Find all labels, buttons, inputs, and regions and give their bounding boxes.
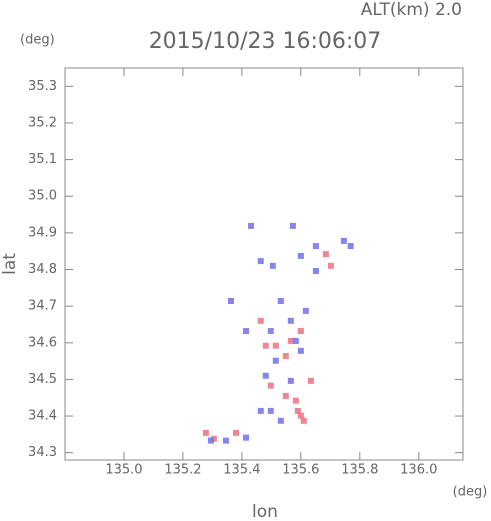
echo-cell — [277, 298, 284, 305]
echo-cell — [243, 434, 250, 441]
y-tick-label: 34.5 — [28, 372, 57, 387]
echo-cell — [282, 352, 289, 359]
echo-cell — [257, 258, 264, 265]
x-tick-label: 135.8 — [341, 463, 378, 478]
y-tick-label: 34.9 — [28, 225, 57, 240]
echo-cell — [302, 307, 309, 314]
echo-cell — [243, 328, 250, 335]
y-tick-label: 34.8 — [28, 262, 57, 277]
x-axis-label: lon — [252, 502, 278, 521]
x-unit: (deg) — [453, 485, 488, 500]
y-tick-label: 35.3 — [28, 79, 57, 94]
echo-cell — [312, 267, 319, 274]
echo-cell — [294, 407, 301, 414]
echo-cell — [272, 342, 279, 349]
y-unit: (deg) — [20, 33, 55, 48]
plot-frame — [64, 67, 464, 461]
y-tick-label: 34.4 — [28, 409, 57, 424]
echo-cell — [289, 222, 296, 229]
x-tick-label: 136.0 — [400, 463, 437, 478]
y-tick-label: 35.1 — [28, 152, 57, 167]
echo-cell — [202, 429, 209, 436]
x-tick-label: 135.2 — [164, 463, 201, 478]
echo-cell — [297, 252, 304, 259]
y-tick-label: 34.3 — [28, 445, 57, 460]
echo-cell — [297, 347, 304, 354]
echo-cell — [222, 437, 229, 444]
echo-cell — [248, 222, 255, 229]
echo-cell — [347, 243, 354, 250]
chart-subtitle: ALT(km) 2.0 — [361, 0, 462, 20]
echo-cell — [277, 417, 284, 424]
echo-cell — [292, 397, 299, 404]
echo-cell — [307, 377, 314, 384]
echo-cell — [282, 392, 289, 399]
echo-cell — [269, 262, 276, 269]
echo-cell — [262, 372, 269, 379]
echo-cell — [297, 412, 304, 419]
echo-cell — [262, 342, 269, 349]
echo-cell — [272, 357, 279, 364]
echo-cell — [292, 337, 299, 344]
echo-cell — [257, 317, 264, 324]
echo-cell — [287, 317, 294, 324]
echo-cell — [312, 243, 319, 250]
x-tick-label: 135.0 — [105, 463, 142, 478]
echo-cell — [267, 328, 274, 335]
y-tick-label: 35.0 — [28, 189, 57, 204]
y-tick-label: 34.6 — [28, 335, 57, 350]
echo-cell — [327, 262, 334, 269]
echo-cell — [300, 417, 307, 424]
x-tick-label: 135.4 — [223, 463, 260, 478]
echo-cell — [340, 237, 347, 244]
y-tick-label: 34.7 — [28, 299, 57, 314]
echo-cell — [227, 298, 234, 305]
echo-cell — [232, 429, 239, 436]
echo-cell — [257, 407, 264, 414]
chart-title: 2015/10/23 16:06:07 — [149, 29, 382, 54]
echo-cell — [287, 377, 294, 384]
echo-cell — [207, 437, 214, 444]
x-tick-label: 135.6 — [282, 463, 319, 478]
y-axis-label: lat — [0, 253, 20, 275]
echo-cell — [287, 337, 294, 344]
echo-cell — [267, 382, 274, 389]
y-tick-label: 35.2 — [28, 115, 57, 130]
echo-cell — [322, 251, 329, 258]
echo-cell — [267, 407, 274, 414]
echo-cell — [297, 328, 304, 335]
